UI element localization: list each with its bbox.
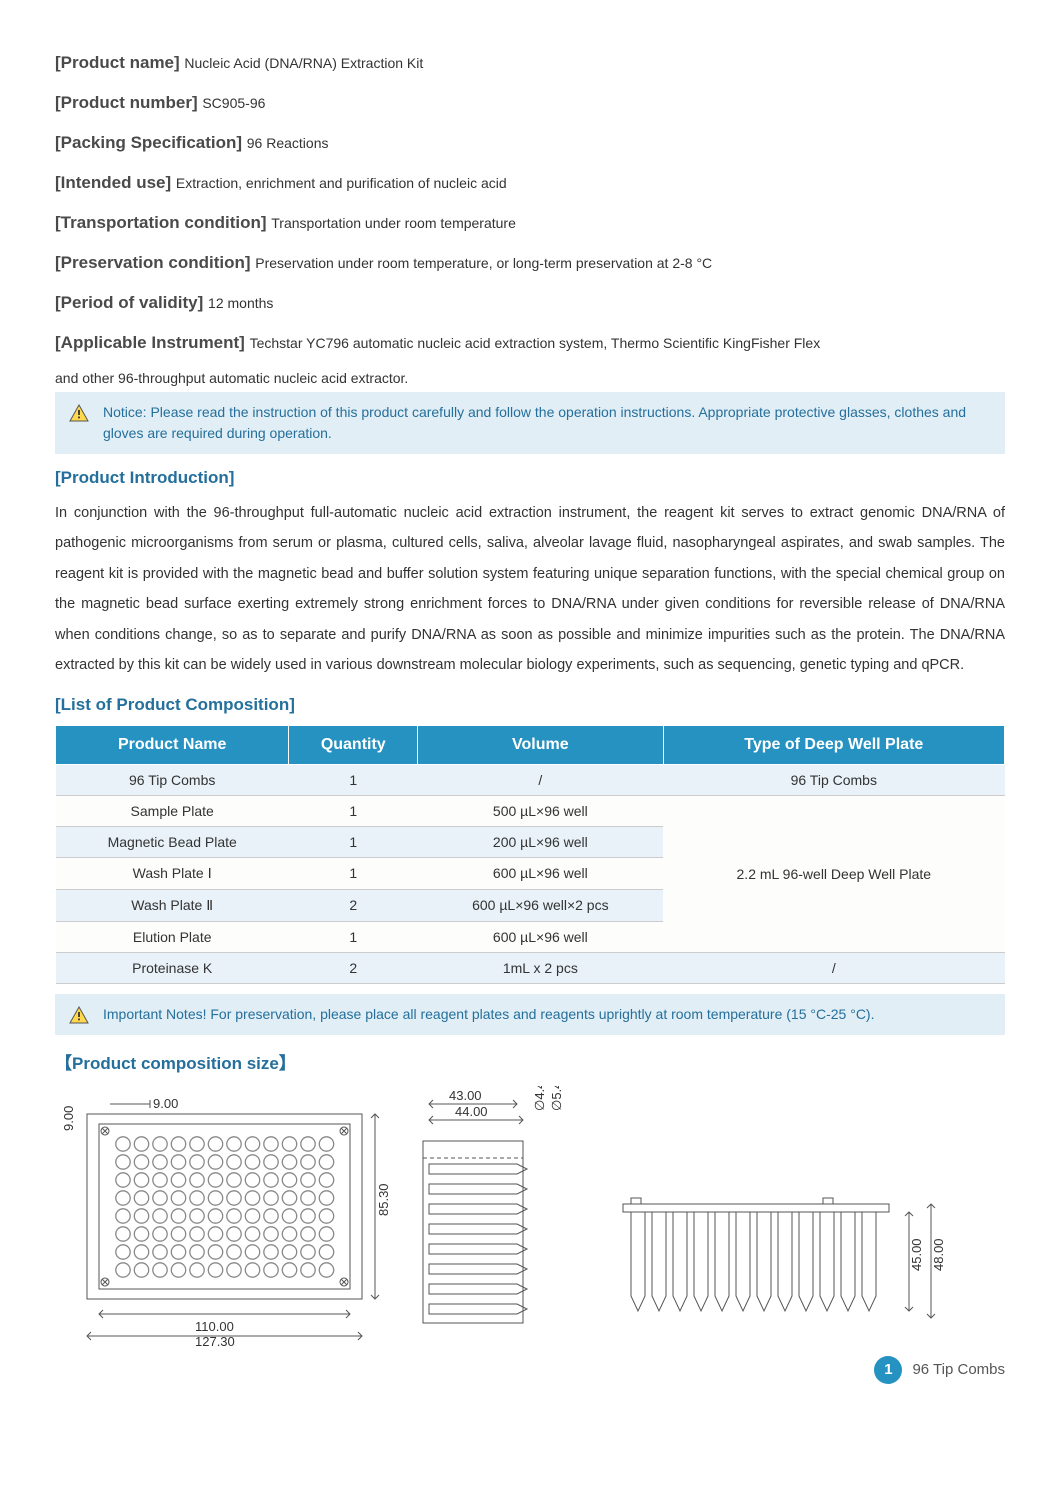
table-cell: Sample Plate — [56, 795, 289, 826]
svg-text:45.00: 45.00 — [909, 1238, 924, 1271]
meta-value: SC905-96 — [202, 95, 265, 111]
meta-label: [Transportation condition] — [55, 213, 271, 232]
meta-row: [Product name] Nucleic Acid (DNA/RNA) Ex… — [55, 50, 1005, 76]
svg-text:48.00: 48.00 — [931, 1238, 943, 1271]
meta-value: Techstar YC796 automatic nucleic acid ex… — [250, 335, 821, 351]
meta-value: Transportation under room temperature — [271, 215, 516, 231]
table-row: Sample Plate1500 µL×96 well2.2 mL 96-wel… — [56, 795, 1005, 826]
table-cell: / — [418, 764, 663, 795]
meta-value: 96 Reactions — [247, 135, 329, 151]
table-cell: Wash Plate Ⅱ — [56, 889, 289, 921]
svg-text:9.00: 9.00 — [61, 1105, 76, 1130]
meta-row: [Preservation condition] Preservation un… — [55, 250, 1005, 276]
meta-value: Extraction, enrichment and purification … — [176, 175, 507, 191]
table-cell: 2.2 mL 96-well Deep Well Plate — [663, 795, 1004, 952]
diagram-side-long: 45.00 48.00 — [613, 1176, 943, 1346]
table-cell: 600 µL×96 well×2 pcs — [418, 889, 663, 921]
section-intro-header: [Product Introduction] — [55, 468, 1005, 488]
section-list-header: [List of Product Composition] — [55, 695, 1005, 715]
diagram-area: 9.00 9.00 85.30 110.00 127.30 43.00 — [55, 1086, 1005, 1346]
table-cell: 600 µL×96 well — [418, 921, 663, 952]
meta-row: [Applicable Instrument] Techstar YC796 a… — [55, 330, 1005, 356]
table-cell: 200 µL×96 well — [418, 826, 663, 857]
product-meta: [Product name] Nucleic Acid (DNA/RNA) Ex… — [55, 50, 1005, 386]
notice-box-2: Important Notes! For preservation, pleas… — [55, 994, 1005, 1035]
svg-text:∅5.49: ∅5.49 — [549, 1086, 564, 1111]
meta-value: Preservation under room temperature, or … — [255, 255, 712, 271]
footer-label: 96 Tip Combs — [912, 1361, 1005, 1378]
table-cell: / — [663, 952, 1004, 983]
table-row: Proteinase K21mL x 2 pcs/ — [56, 952, 1005, 983]
svg-text:43.00: 43.00 — [449, 1088, 482, 1103]
svg-text:110.00: 110.00 — [195, 1319, 234, 1334]
table-cell: 1 — [289, 795, 418, 826]
table-cell: 1 — [289, 921, 418, 952]
intro-text: In conjunction with the 96-throughput fu… — [55, 498, 1005, 681]
table-header: Quantity — [289, 725, 418, 764]
table-cell: Elution Plate — [56, 921, 289, 952]
meta-value: Nucleic Acid (DNA/RNA) Extraction Kit — [184, 55, 423, 71]
table-cell: Wash Plate Ⅰ — [56, 857, 289, 889]
meta-row: [Packing Specification] 96 Reactions — [55, 130, 1005, 156]
meta-label: [Product name] — [55, 53, 184, 72]
table-cell: 96 Tip Combs — [663, 764, 1004, 795]
table-cell: 1mL x 2 pcs — [418, 952, 663, 983]
diagram-side-narrow: 43.00 44.00 ∅4.40 ∅5.49 — [409, 1086, 599, 1346]
table-cell: 1 — [289, 764, 418, 795]
notice-text-2: Important Notes! For preservation, pleas… — [103, 1004, 874, 1025]
notice-text: Notice: Please read the instruction of t… — [103, 402, 991, 444]
warning-icon — [69, 404, 89, 422]
meta-label: [Applicable Instrument] — [55, 333, 250, 352]
svg-text:9.00: 9.00 — [153, 1096, 178, 1111]
meta-label: [Intended use] — [55, 173, 176, 192]
table-cell: 1 — [289, 857, 418, 889]
composition-table: Product NameQuantityVolumeType of Deep W… — [55, 725, 1005, 984]
svg-text:44.00: 44.00 — [455, 1104, 488, 1119]
meta-row: [Transportation condition] Transportatio… — [55, 210, 1005, 236]
table-cell: 600 µL×96 well — [418, 857, 663, 889]
meta-row: [Product number] SC905-96 — [55, 90, 1005, 116]
diagram-plate-top: 9.00 9.00 85.30 110.00 127.30 — [55, 1086, 395, 1346]
table-cell: 2 — [289, 952, 418, 983]
notice-box: Notice: Please read the instruction of t… — [55, 392, 1005, 454]
meta-label: [Packing Specification] — [55, 133, 247, 152]
meta-row: [Period of validity] 12 months — [55, 290, 1005, 316]
meta-label: [Product number] — [55, 93, 202, 112]
section-size-header: 【Product composition size】 — [55, 1049, 1005, 1074]
table-row: 96 Tip Combs1/96 Tip Combs — [56, 764, 1005, 795]
table-cell: Magnetic Bead Plate — [56, 826, 289, 857]
table-header: Volume — [418, 725, 663, 764]
meta-label: [Preservation condition] — [55, 253, 255, 272]
page-number-badge: 1 — [874, 1356, 902, 1384]
svg-text:∅4.40: ∅4.40 — [532, 1086, 547, 1111]
page-footer: 1 96 Tip Combs — [55, 1356, 1005, 1384]
table-header: Type of Deep Well Plate — [663, 725, 1004, 764]
meta-continue: and other 96-throughput automatic nuclei… — [55, 370, 1005, 386]
table-cell: 500 µL×96 well — [418, 795, 663, 826]
meta-row: [Intended use] Extraction, enrichment an… — [55, 170, 1005, 196]
meta-value: 12 months — [208, 295, 273, 311]
table-header: Product Name — [56, 725, 289, 764]
meta-label: [Period of validity] — [55, 293, 208, 312]
svg-text:127.30: 127.30 — [195, 1334, 235, 1346]
table-cell: 1 — [289, 826, 418, 857]
svg-text:85.30: 85.30 — [376, 1183, 391, 1216]
warning-icon — [69, 1006, 89, 1024]
table-cell: Proteinase K — [56, 952, 289, 983]
table-cell: 2 — [289, 889, 418, 921]
table-cell: 96 Tip Combs — [56, 764, 289, 795]
